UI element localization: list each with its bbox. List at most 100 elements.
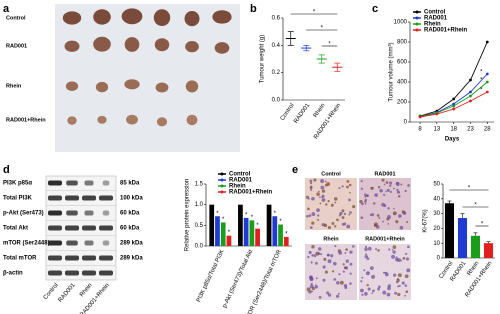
cell: [404, 284, 408, 287]
significance: *: [328, 42, 331, 48]
cell: [318, 296, 322, 299]
cell: [396, 188, 399, 192]
cell: [334, 245, 337, 248]
cell: [381, 202, 385, 207]
cell: [361, 202, 364, 206]
significance: *: [313, 10, 316, 16]
cell: [373, 202, 376, 205]
cell: [370, 213, 375, 217]
blot-band: [82, 255, 96, 261]
bar: [215, 216, 220, 246]
cell: [319, 202, 322, 205]
cell: [315, 284, 317, 287]
tumour: [186, 114, 198, 126]
cell: [323, 223, 328, 228]
row-label: Rhein: [6, 83, 22, 89]
bar: [483, 243, 494, 258]
x-axis-label: Days: [445, 137, 460, 143]
blot-row-label: mTOR (Ser2448): [3, 241, 50, 247]
cell: [365, 194, 369, 198]
blot-row-label: p-Akt (Ser473): [3, 211, 44, 217]
blot-band: [99, 255, 113, 261]
cell: [321, 194, 325, 198]
cell: [377, 185, 381, 189]
cell: [323, 257, 327, 261]
ihc-image: [305, 244, 357, 300]
cell: [389, 184, 392, 187]
cell: [333, 197, 338, 201]
blot-band: [48, 180, 62, 186]
cell: [317, 218, 320, 221]
cell: [361, 276, 364, 279]
blot-band: [84, 180, 94, 186]
legend-label: RAD001+Rhein: [229, 190, 273, 196]
cell: [399, 225, 404, 230]
cell: [316, 208, 320, 213]
cell: [324, 180, 327, 183]
image-label: RAD001: [374, 171, 395, 177]
significance: *: [285, 231, 288, 237]
cell: [400, 183, 403, 186]
cell: [327, 199, 330, 203]
tumour: [124, 79, 140, 90]
legend-label: RAD001: [424, 16, 448, 22]
cell: [383, 193, 386, 196]
significance: *: [480, 88, 483, 94]
cell: [349, 262, 353, 266]
cell: [318, 190, 320, 193]
tumour: [154, 38, 170, 52]
cell: [393, 273, 397, 277]
significance: *: [251, 215, 254, 221]
cell: [318, 196, 321, 199]
significance: *: [480, 70, 483, 76]
bar: [249, 220, 255, 246]
cell: [336, 218, 339, 222]
legend-label: Rhein: [424, 22, 441, 28]
cell: [364, 254, 368, 259]
cell: [330, 203, 334, 207]
cell: [401, 281, 405, 285]
row-label: Control: [6, 15, 26, 21]
blot-band: [65, 270, 79, 276]
blot-band: [102, 240, 110, 246]
y-tick-label: 800: [397, 40, 408, 46]
cell: [309, 185, 313, 189]
point: [469, 99, 472, 103]
cell: [392, 250, 396, 254]
y-tick-label: 0.6: [272, 16, 281, 22]
significance: *: [480, 78, 483, 84]
blot-band: [66, 210, 78, 216]
cell: [310, 189, 313, 192]
cell: [334, 201, 337, 204]
cell: [387, 207, 390, 210]
cell: [324, 270, 328, 274]
cell: [308, 214, 312, 217]
blot-band: [65, 195, 79, 201]
blot-row-label: Total PI3K: [3, 196, 33, 202]
cell: [349, 250, 353, 254]
cell: [405, 257, 410, 261]
legend-marker: [415, 10, 419, 14]
cell: [314, 285, 318, 289]
cell: [336, 281, 340, 285]
cell: [402, 257, 406, 260]
y-tick-label: 200: [397, 100, 408, 106]
cell: [334, 225, 337, 228]
bar: [226, 235, 232, 246]
cell: [310, 261, 313, 264]
blot-size: 100 kDa: [120, 196, 143, 202]
cell: [360, 288, 364, 293]
cell: [404, 274, 409, 279]
significance: *: [245, 212, 248, 218]
legend-label: RAD001: [229, 178, 253, 184]
cell: [307, 207, 310, 211]
cell: [385, 181, 389, 184]
cell: [376, 214, 380, 217]
x-tick-label: 8: [418, 127, 422, 133]
cell: [348, 183, 352, 187]
cell: [348, 213, 351, 216]
cell: [405, 252, 408, 255]
blot-band: [48, 225, 62, 231]
cell: [317, 252, 321, 256]
